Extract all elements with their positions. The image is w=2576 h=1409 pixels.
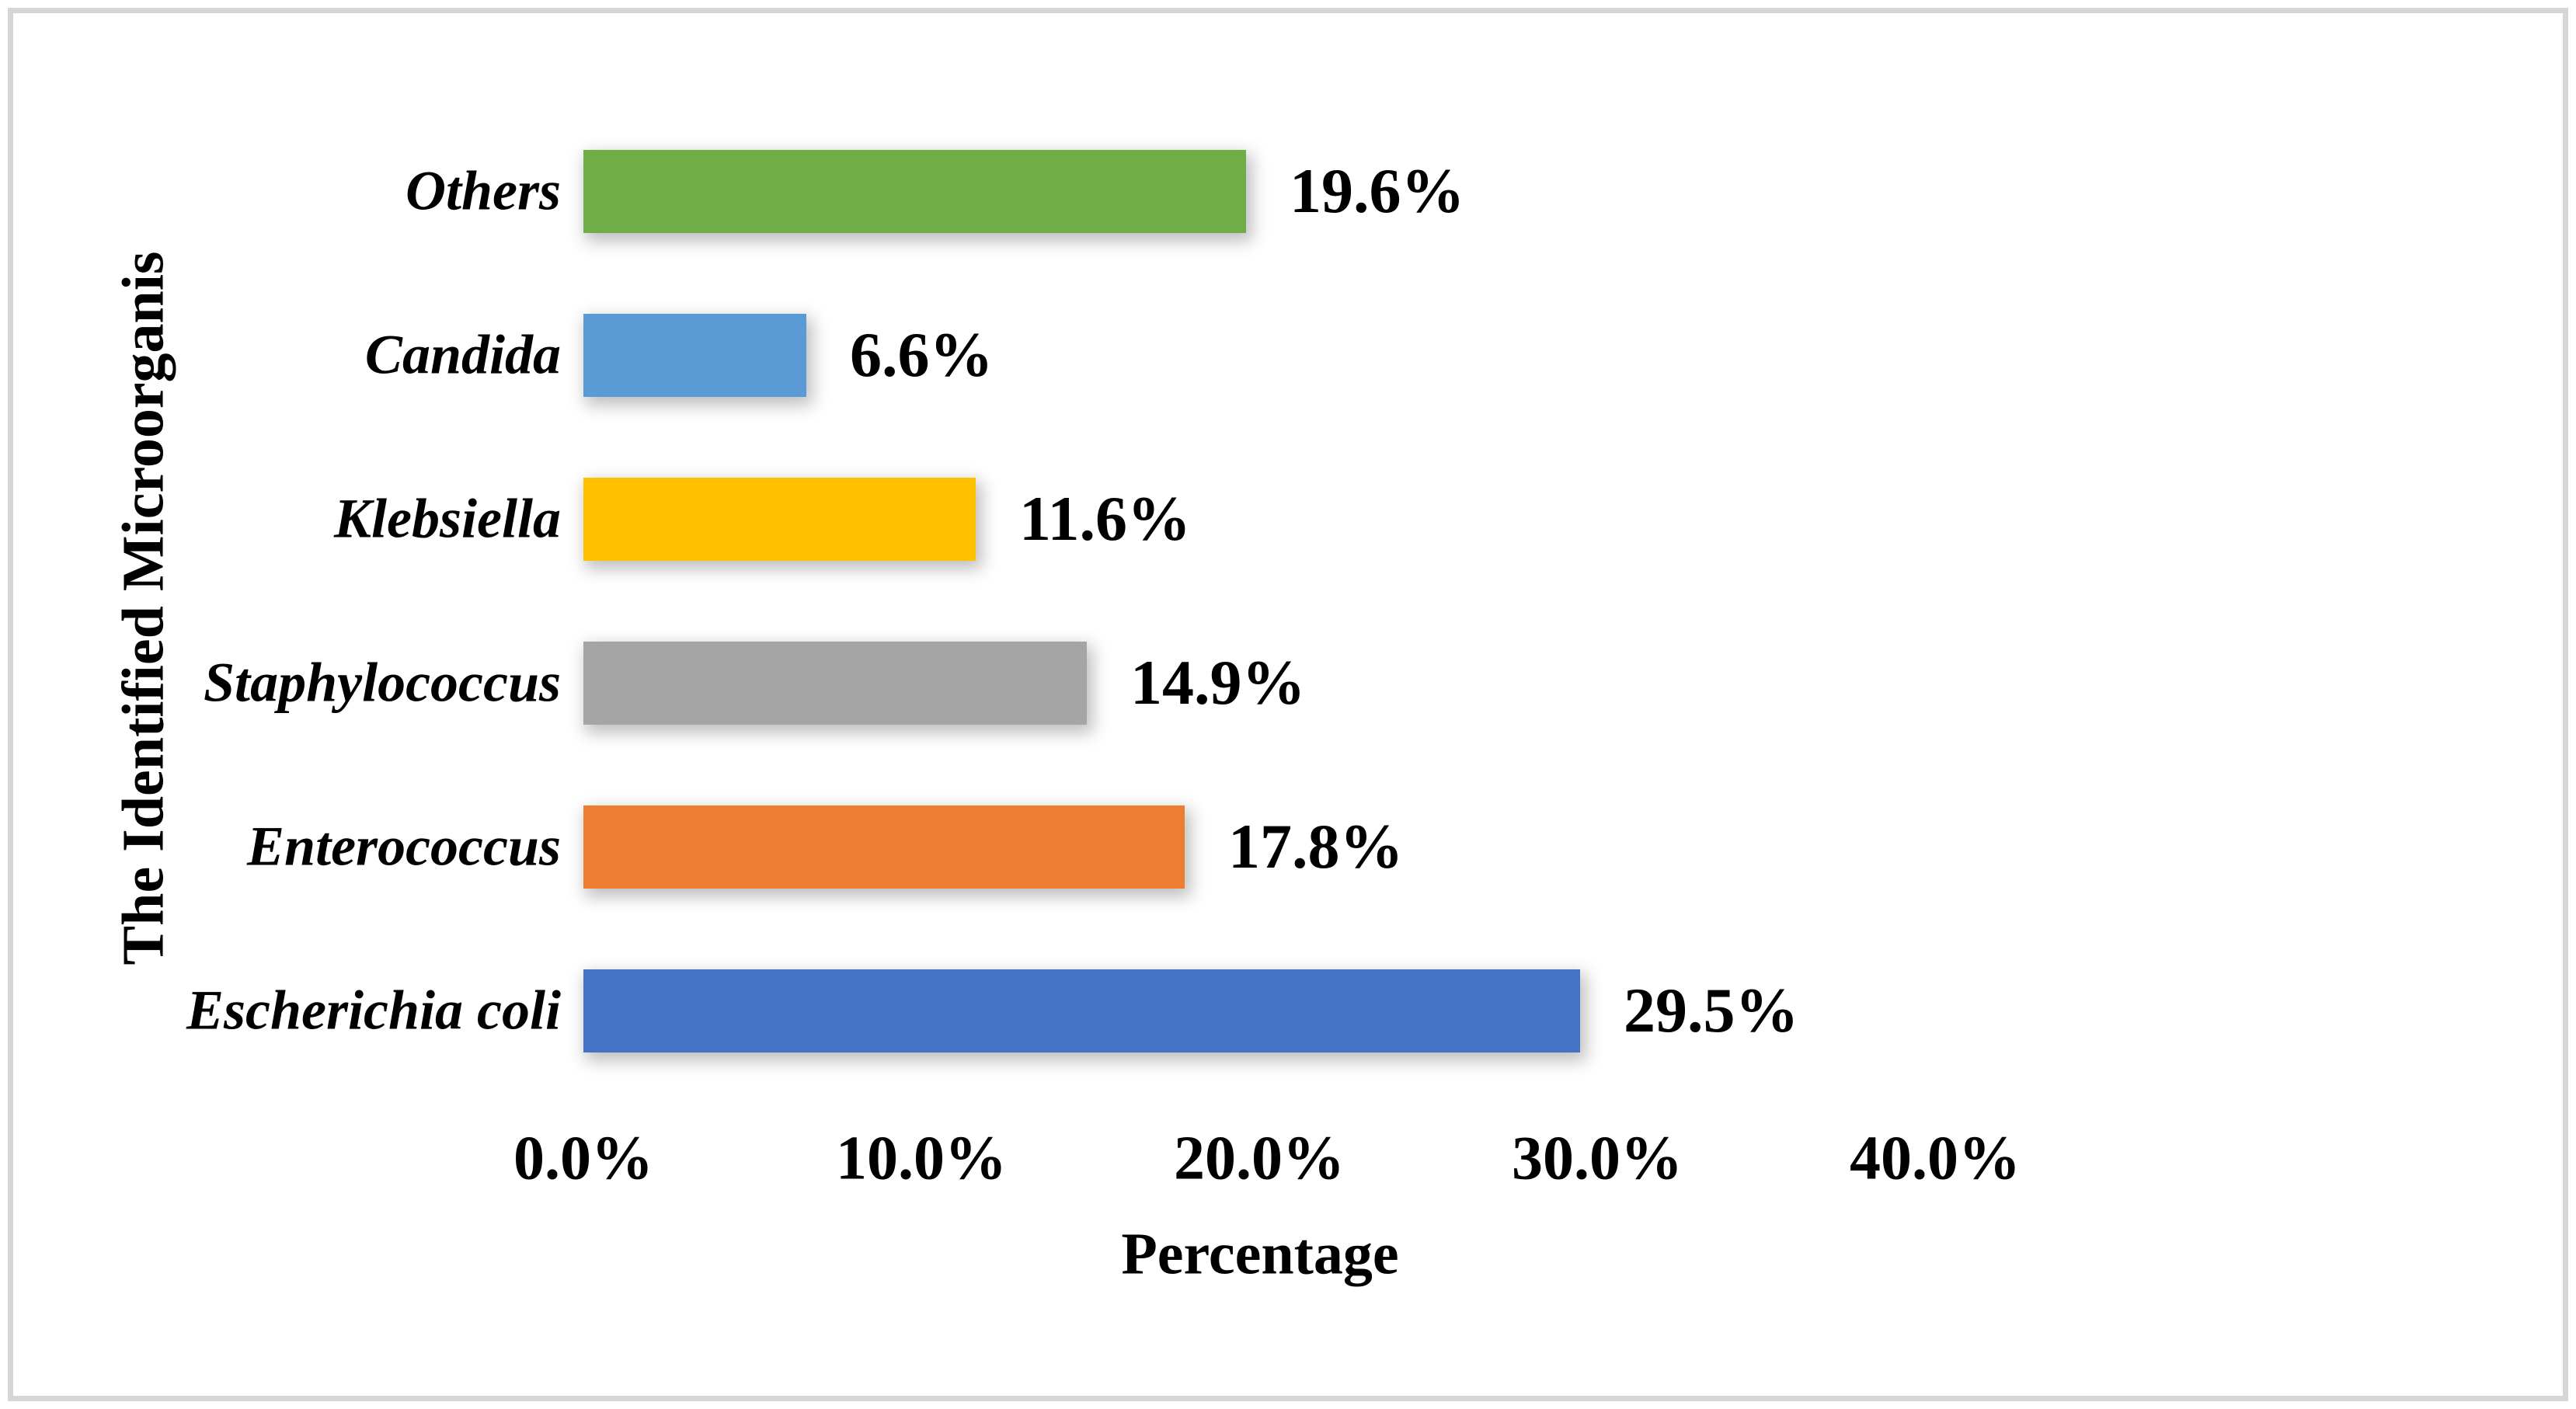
category-label-others: Others (405, 159, 561, 222)
value-label-enterococcus: 17.8% (1228, 811, 1404, 882)
chart-border-frame (8, 8, 2568, 1401)
bar-escherichia-coli (583, 969, 1580, 1052)
bar-enterococcus (583, 805, 1185, 889)
value-label-candida: 6.6% (850, 319, 994, 390)
x-tick-20-0-: 20.0% (1174, 1124, 1345, 1193)
value-label-klebsiella: 11.6% (1019, 483, 1191, 554)
category-label-klebsiella: Klebsiella (334, 487, 561, 550)
value-label-staphylococcus: 14.9% (1130, 647, 1306, 718)
category-label-candida: Candida (364, 323, 561, 386)
x-axis-title: Percentage (1121, 1221, 1399, 1287)
x-tick-10-0-: 10.0% (836, 1124, 1007, 1193)
bar-klebsiella (583, 477, 976, 561)
x-tick-30-0-: 30.0% (1512, 1124, 1683, 1193)
x-tick-0-0-: 0.0% (513, 1124, 653, 1193)
category-label-enterococcus: Enterococcus (247, 815, 561, 878)
bar-staphylococcus (583, 641, 1087, 725)
value-label-others: 19.6% (1290, 155, 1465, 226)
category-label-staphylococcus: Staphylococcus (204, 651, 561, 714)
value-label-escherichia-coli: 29.5% (1624, 975, 1799, 1045)
category-label-escherichia-coli: Escherichia coli (186, 979, 561, 1042)
x-tick-40-0-: 40.0% (1850, 1124, 2021, 1193)
bar-candida (583, 313, 806, 397)
bar-others (583, 149, 1246, 233)
